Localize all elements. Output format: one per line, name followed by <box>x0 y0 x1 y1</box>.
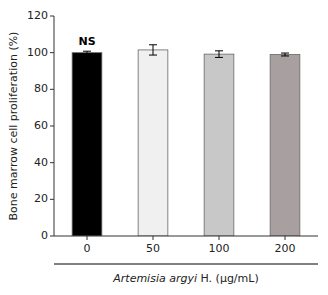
y-tick-label: 120 <box>27 9 48 22</box>
bar <box>204 54 234 236</box>
y-tick-label: 0 <box>41 229 48 242</box>
x-tick-label: 0 <box>84 242 91 255</box>
error-bar <box>215 51 223 58</box>
x-tick <box>219 236 220 240</box>
x-tick-label: 200 <box>275 242 296 255</box>
y-tick <box>50 162 54 163</box>
y-axis-label: Bone marrow cell proliferation (%) <box>7 32 20 221</box>
y-tick-label: 80 <box>34 82 48 95</box>
x-axis: 0 50 100 200 <box>84 236 296 255</box>
error-bar <box>281 53 289 56</box>
y-tick <box>50 52 54 53</box>
y-tick-label: 20 <box>34 192 48 205</box>
y-tick <box>50 16 54 17</box>
y-tick <box>50 89 54 90</box>
y-axis-line <box>54 16 55 236</box>
x-axis-line <box>54 236 318 237</box>
error-bar <box>149 45 157 55</box>
x-tick-label: 100 <box>209 242 230 255</box>
y-tick <box>50 126 54 127</box>
y-tick-label: 100 <box>27 46 48 59</box>
y-axis: 0 20 40 60 80 100 120 <box>27 9 54 242</box>
bar <box>138 50 168 236</box>
x-tick-label: 50 <box>146 242 160 255</box>
y-tick <box>50 199 54 200</box>
bar <box>72 53 102 236</box>
bars <box>72 50 300 236</box>
error-bars <box>83 45 289 58</box>
y-tick-label: 40 <box>34 156 48 169</box>
x-label-rule <box>54 264 318 265</box>
y-tick-label: 60 <box>34 119 48 132</box>
x-tick <box>153 236 154 240</box>
bar <box>270 55 300 237</box>
error-bar <box>83 51 91 54</box>
x-axis-label: Artemisia argyi H. (μg/mL) <box>112 272 258 285</box>
x-tick <box>285 236 286 240</box>
annotation: NS <box>78 35 95 48</box>
y-tick <box>50 236 54 237</box>
chart-container: 0 20 40 60 80 100 120 0 50 100 200 NS Bone marrow ce… <box>0 0 328 295</box>
x-tick <box>87 236 88 240</box>
chart: 0 20 40 60 80 100 120 0 50 100 200 NS Bone marrow ce… <box>0 0 328 295</box>
